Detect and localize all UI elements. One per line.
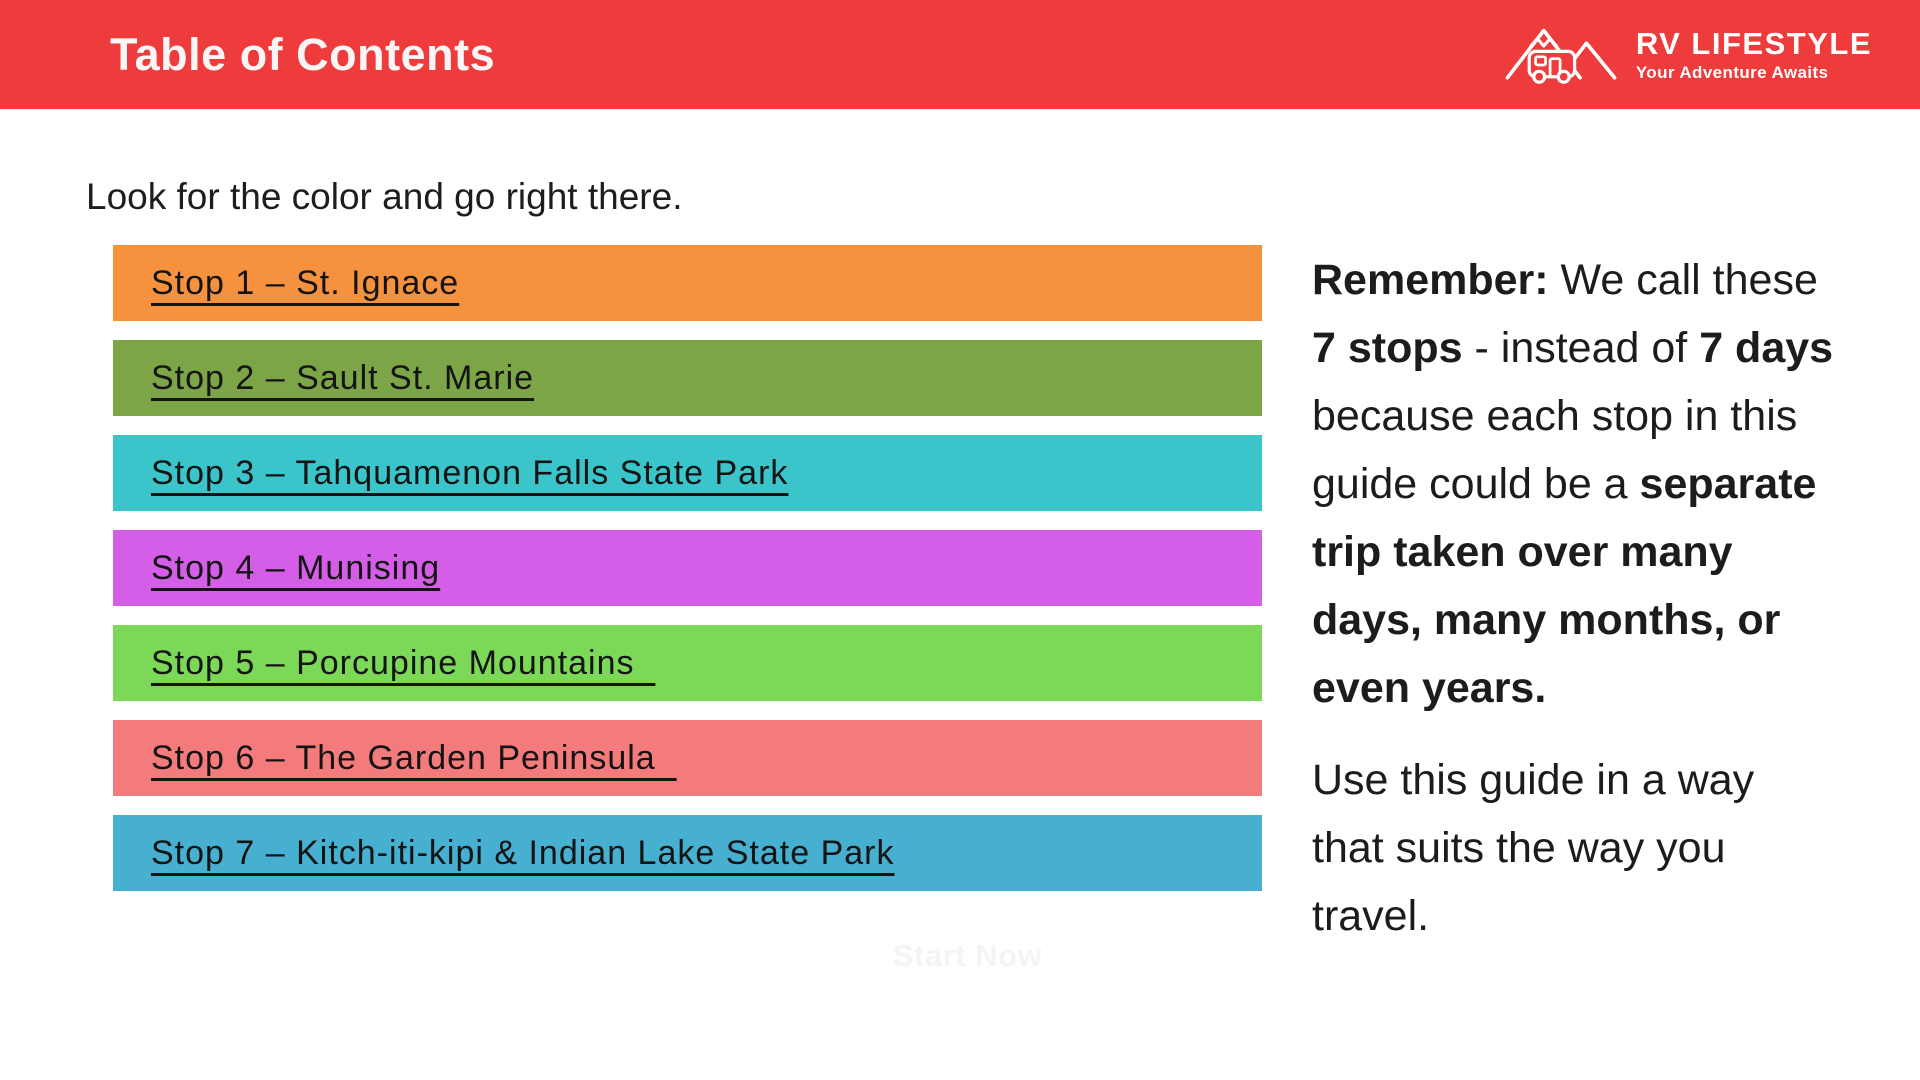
logo-tagline: Your Adventure Awaits — [1635, 63, 1829, 83]
note-line: guide could be a separate — [1312, 460, 1817, 508]
note-line: Use this guide in a way — [1312, 756, 1755, 804]
intro-text: Look for the color and go right there. — [86, 176, 683, 217]
stop-link[interactable]: Stop 2 – Sault St. Marie — [151, 358, 535, 397]
stop-bar[interactable]: Stop 7 – Kitch-iti-kipi & Indian Lake St… — [113, 815, 1262, 891]
stop-bar[interactable]: Stop 2 – Sault St. Marie — [113, 340, 1262, 416]
note-paragraph-1: Remember: We call these 7 stops - instead… — [1312, 246, 1912, 722]
stop-link[interactable]: Stop 6 – The Garden Peninsula — [151, 738, 677, 777]
stop-link[interactable]: Stop 4 – Munising — [151, 548, 441, 587]
note-line: that suits the way you — [1312, 824, 1726, 872]
logo-name: RV LIFESTYLE — [1635, 26, 1872, 62]
note-line: days, many months, or — [1312, 596, 1781, 644]
logo-text: RV LIFESTYLE Your Adventure Awaits — [1636, 27, 1872, 83]
stop-bar[interactable]: Stop 4 – Munising — [113, 530, 1262, 606]
stop-link[interactable]: Stop 3 – Tahquamenon Falls State Park — [151, 453, 789, 492]
note-line: because each stop in this — [1312, 392, 1798, 440]
rv-lifestyle-logo: RV LIFESTYLE Your Adventure Awaits — [1502, 0, 1872, 110]
note-paragraph-2: Use this guide in a way that suits the wa… — [1312, 746, 1912, 950]
note-line: 7 stops - instead of 7 days — [1312, 324, 1834, 372]
stop-bar[interactable]: Stop 5 – Porcupine Mountains — [113, 625, 1262, 701]
stop-bar[interactable]: Stop 3 – Tahquamenon Falls State Park — [113, 435, 1262, 511]
start-now-link[interactable]: Start Now — [893, 938, 1043, 973]
mountains-rv-icon — [1502, 17, 1620, 93]
note-line: even years. — [1312, 664, 1547, 712]
stop-link[interactable]: Stop 7 – Kitch-iti-kipi & Indian Lake St… — [151, 833, 895, 872]
note-line: trip taken over many — [1312, 528, 1733, 576]
stop-link[interactable]: Stop 5 – Porcupine Mountains — [151, 643, 656, 682]
stops-list: Stop 1 – St. Ignace Stop 2 – Sault St. Ma… — [113, 245, 1262, 891]
stop-link[interactable]: Stop 1 – St. Ignace — [151, 263, 460, 302]
page-title: Table of Contents — [110, 28, 496, 80]
stop-bar[interactable]: Stop 6 – The Garden Peninsula — [113, 720, 1262, 796]
note-line: Remember: We call these — [1312, 256, 1818, 304]
note-block: Remember: We call these 7 stops - instead… — [1312, 246, 1912, 950]
note-line: travel. — [1312, 892, 1430, 940]
stop-bar[interactable]: Stop 1 – St. Ignace — [113, 245, 1262, 321]
header-bar: Table of Contents RV LIFESTYLE Your Adve… — [0, 0, 1920, 110]
